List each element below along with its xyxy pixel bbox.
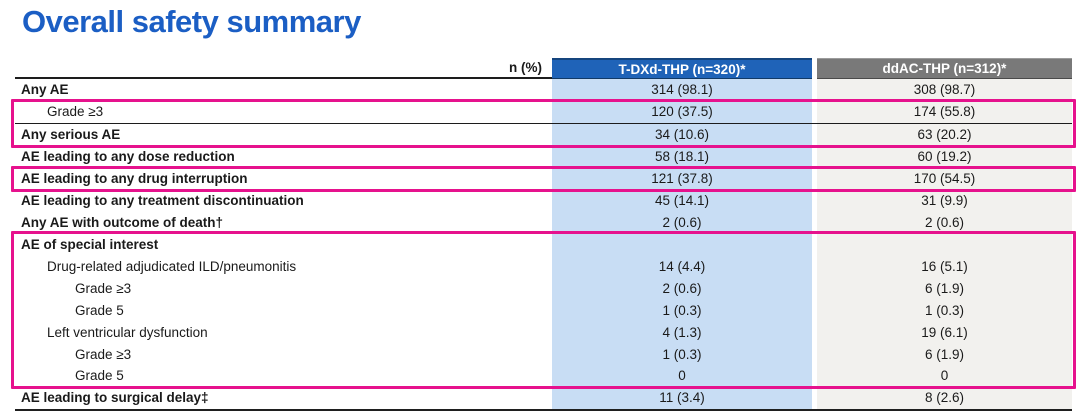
table-row: Grade ≥3 120 (37.5) 174 (55.8): [15, 100, 1072, 124]
table-row: Any serious AE 34 (10.6) 63 (20.2): [15, 123, 1072, 146]
value-tdxd-thp: 314 (98.1): [552, 79, 812, 101]
table-row: AE leading to surgical delay‡ 11 (3.4) 8 (…: [15, 386, 1072, 409]
value-tdxd-thp: 14 (4.4): [552, 255, 812, 278]
row-label: Grade 5: [75, 302, 124, 318]
row-label: Any AE with outcome of death†: [21, 214, 224, 230]
value-tdxd-thp: 0: [552, 364, 812, 387]
value-tdxd-thp: 120 (37.5): [552, 100, 812, 123]
column-header-tdxd-thp: T-DXd-THP (n=320)*: [552, 58, 812, 79]
value-ddac-thp: 0: [817, 364, 1072, 387]
row-label: Grade ≥3: [75, 346, 132, 362]
value-tdxd-thp: 4 (1.3): [552, 321, 812, 344]
value-tdxd-thp: 11 (3.4): [552, 386, 812, 409]
value-ddac-thp: 1 (0.3): [817, 299, 1072, 322]
page-title: Overall safety summary: [22, 4, 361, 39]
value-ddac-thp: 308 (98.7): [817, 79, 1072, 101]
value-tdxd-thp: 45 (14.1): [552, 189, 812, 212]
value-tdxd-thp: 2 (0.6): [552, 211, 812, 234]
table-row: Grade 5 1 (0.3) 1 (0.3): [15, 299, 1072, 322]
row-label: Any AE: [21, 82, 69, 98]
value-ddac-thp: 174 (55.8): [817, 100, 1072, 123]
table-row: Grade ≥3 2 (0.6) 6 (1.9): [15, 277, 1072, 300]
table-row: Drug-related adjudicated ILD/pneumonitis…: [15, 255, 1072, 278]
row-label: AE leading to any drug interruption: [21, 171, 248, 187]
value-tdxd-thp: 1 (0.3): [552, 299, 812, 322]
value-ddac-thp: 6 (1.9): [817, 343, 1072, 365]
table-header-row: n (%) T-DXd-THP (n=320)* ddAC-THP (n=312…: [15, 58, 1072, 79]
value-ddac-thp: 170 (54.5): [817, 167, 1072, 190]
value-ddac-thp: 8 (2.6): [817, 386, 1072, 409]
value-tdxd-thp: 34 (10.6): [552, 123, 812, 146]
value-ddac-thp: 60 (19.2): [817, 145, 1072, 168]
value-ddac-thp: [817, 233, 1072, 256]
value-tdxd-thp: 1 (0.3): [552, 343, 812, 365]
table-row: Any AE with outcome of death† 2 (0.6) 2 (0…: [15, 211, 1072, 234]
table-body: Any AE 314 (98.1) 308 (98.7) Grade ≥3 120 (3…: [15, 79, 1072, 409]
column-header-ddac-thp: ddAC-THP (n=312)*: [817, 58, 1072, 79]
table-row: AE leading to any dose reduction 58 (18.1…: [15, 145, 1072, 168]
value-ddac-thp: 6 (1.9): [817, 277, 1072, 300]
table-row: AE of special interest: [15, 233, 1072, 256]
value-ddac-thp: 31 (9.9): [817, 189, 1072, 212]
safety-table: n (%) T-DXd-THP (n=320)* ddAC-THP (n=312…: [11, 58, 1076, 411]
value-ddac-thp: 2 (0.6): [817, 211, 1072, 234]
row-label: AE leading to surgical delay‡: [21, 390, 209, 406]
unit-label: n (%): [15, 58, 552, 79]
row-label: Drug-related adjudicated ILD/pneumonitis: [47, 258, 297, 274]
row-label: Grade ≥3: [75, 280, 132, 296]
value-tdxd-thp: 121 (37.8): [552, 167, 812, 190]
value-ddac-thp: 63 (20.2): [817, 123, 1072, 146]
row-label: Left ventricular dysfunction: [47, 324, 208, 340]
row-label: AE leading to any dose reduction: [21, 149, 235, 165]
row-label: Grade ≥3: [47, 104, 104, 120]
table-row: Left ventricular dysfunction 4 (1.3) 19 (6…: [15, 321, 1072, 344]
row-label: Any serious AE: [21, 127, 121, 143]
value-tdxd-thp: 2 (0.6): [552, 277, 812, 300]
table-row: Grade ≥3 1 (0.3) 6 (1.9): [15, 343, 1072, 365]
value-ddac-thp: 16 (5.1): [817, 255, 1072, 278]
value-tdxd-thp: 58 (18.1): [552, 145, 812, 168]
row-label: AE leading to any treatment discontinuat…: [21, 193, 304, 209]
value-ddac-thp: 19 (6.1): [817, 321, 1072, 344]
table-row: Any AE 314 (98.1) 308 (98.7): [15, 79, 1072, 101]
row-label: Grade 5: [75, 368, 124, 384]
table-row: AE leading to any treatment discontinuat…: [15, 189, 1072, 212]
value-tdxd-thp: [552, 233, 812, 256]
row-label: AE of special interest: [21, 236, 159, 252]
table-row: AE leading to any drug interruption 121 (…: [15, 167, 1072, 190]
